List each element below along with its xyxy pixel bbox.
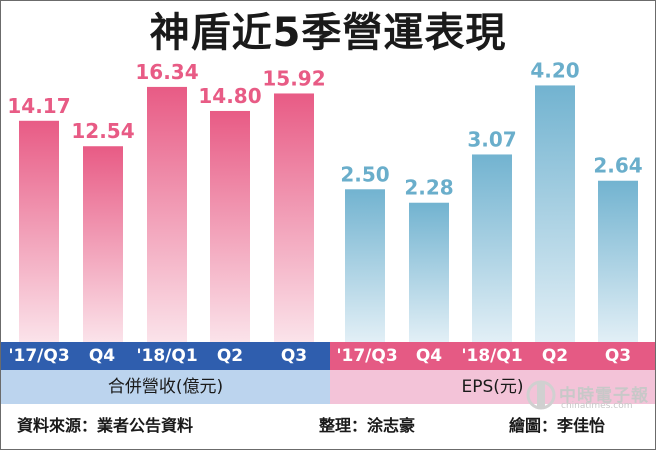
- revenue-axis-band: [1, 342, 330, 370]
- eps-bar: [345, 189, 385, 342]
- revenue-value-label: 15.92: [262, 66, 325, 90]
- eps-group-label: EPS(元): [461, 377, 524, 397]
- revenue-bar: [147, 86, 187, 342]
- revenue-value-label: 14.17: [7, 94, 70, 118]
- watermark-subtext: chinatimes.com: [561, 401, 633, 411]
- eps-value-label: 4.20: [530, 58, 579, 82]
- revenue-value-label: 12.54: [71, 119, 134, 143]
- revenue-tick-label: Q2: [216, 346, 244, 366]
- revenue-bar: [210, 110, 250, 342]
- watermark-logo-icon: [526, 380, 556, 410]
- eps-bar: [409, 202, 449, 342]
- eps-value-label: 2.64: [593, 154, 642, 178]
- revenue-group-label: 合併營收(億元): [107, 377, 224, 397]
- eps-tick-label: Q4: [415, 346, 443, 366]
- eps-tick-label: Q2: [541, 346, 569, 366]
- revenue-tick-label: '18/Q1: [136, 346, 198, 366]
- eps-tick-label: Q3: [604, 346, 632, 366]
- revenue-tick-label: Q3: [280, 346, 308, 366]
- eps-tick-label: '18/Q1: [461, 346, 523, 366]
- revenue-bar: [274, 93, 314, 342]
- eps-tick-label: '17/Q3: [336, 346, 398, 366]
- eps-value-label: 3.07: [467, 127, 516, 151]
- revenue-bar: [19, 120, 59, 342]
- revenue-value-label: 16.34: [135, 60, 198, 84]
- revenue-bar: [83, 146, 123, 342]
- footer-editor: 整理：涂志豪: [319, 416, 416, 435]
- revenue-tick-label: '17/Q3: [8, 346, 70, 366]
- eps-axis-band: [330, 342, 655, 370]
- revenue-value-label: 14.80: [198, 84, 261, 108]
- revenue-tick-label: Q4: [88, 346, 116, 366]
- eps-group-band: [330, 370, 655, 404]
- eps-value-label: 2.28: [404, 176, 453, 200]
- eps-bar: [472, 154, 512, 342]
- footer-artist: 繪圖：李佳怡: [509, 416, 606, 435]
- eps-bar: [535, 85, 575, 342]
- eps-bar: [598, 180, 638, 342]
- footer-source: 資料來源：業者公告資料: [17, 416, 194, 435]
- eps-value-label: 2.50: [340, 162, 389, 186]
- revenue-group-band: [1, 370, 330, 404]
- watermark-text: 中時電子報: [559, 386, 649, 406]
- chart-title: 神盾近5季營運表現: [149, 10, 507, 56]
